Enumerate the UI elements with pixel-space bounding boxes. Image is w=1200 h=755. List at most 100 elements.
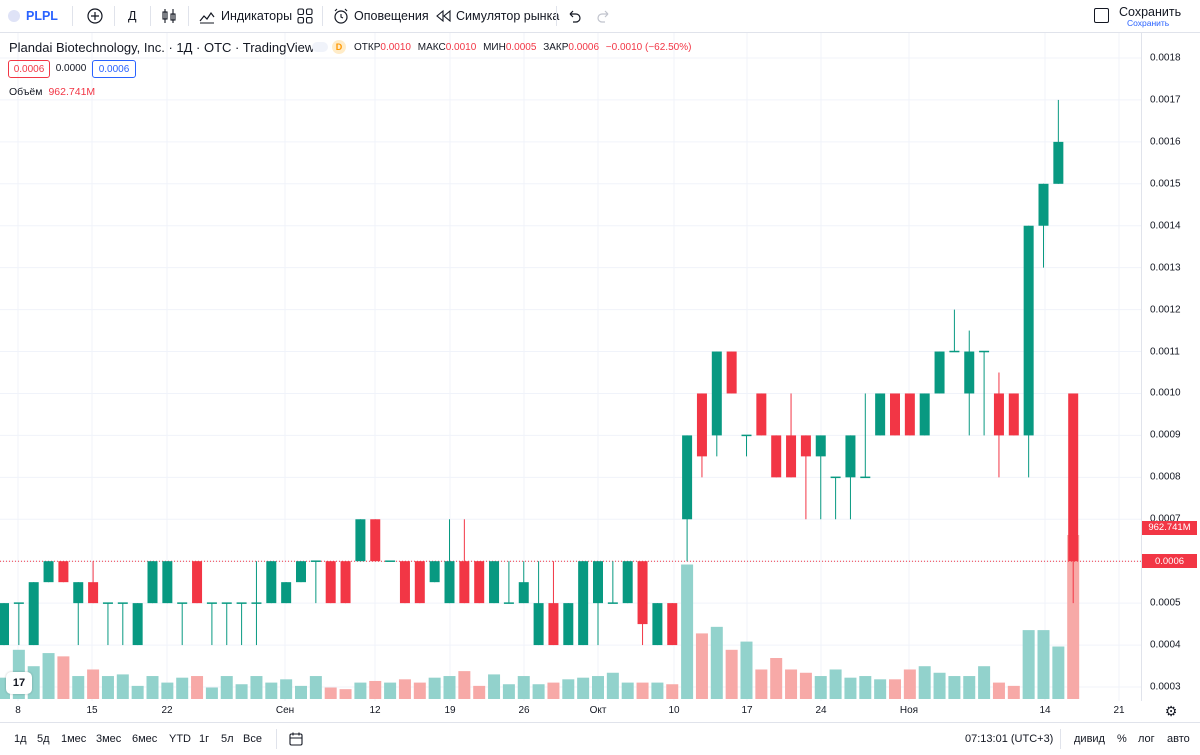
toolbar-divider (556, 6, 557, 26)
volume-bar (636, 682, 649, 699)
range-all[interactable]: Все (243, 733, 262, 745)
volume-bar (339, 689, 352, 699)
candle-body (741, 434, 752, 437)
save-sub-label: Сохранить (1127, 18, 1170, 28)
volume-bar (309, 676, 322, 699)
indicators-button[interactable]: Индикаторы (198, 0, 292, 32)
redo-button[interactable] (596, 0, 612, 32)
volume-bar (725, 649, 738, 699)
volume-label: Объём (9, 86, 43, 98)
volume-bar (458, 671, 471, 699)
volume-bar (0, 677, 10, 699)
alerts-button[interactable]: Оповещения (332, 0, 429, 32)
volume-bar (740, 641, 753, 699)
settings-gear-icon[interactable]: ⚙ (1164, 702, 1178, 719)
volume-bar (280, 679, 293, 699)
high-value: 0.0010 (445, 42, 477, 53)
dividends-toggle[interactable]: дивид (1074, 733, 1105, 745)
volume-bar (146, 676, 159, 699)
time-axis-label: Сен (275, 705, 295, 716)
volume-value: 962.741M (48, 86, 96, 98)
time-axis-label: 19 (444, 705, 456, 716)
price-scale-label: 0.0016 (1150, 136, 1181, 148)
volume-bar (799, 672, 812, 699)
clock-timezone[interactable]: 07:13:01 (UTC+3) (965, 733, 1054, 745)
candle-body (385, 560, 396, 562)
volume-bar (695, 633, 708, 699)
candle-body (296, 561, 306, 583)
symbol-logo-icon (8, 10, 20, 22)
candle-body (934, 351, 945, 394)
toolbar-divider (188, 6, 189, 26)
log-toggle[interactable]: лог (1138, 733, 1155, 745)
percent-toggle[interactable]: % (1117, 733, 1127, 745)
price-scale-label: 0.0018 (1150, 52, 1181, 64)
candle-body (1008, 393, 1019, 436)
range-5d[interactable]: 5д (37, 733, 50, 745)
range-ytd[interactable]: YTD (169, 733, 191, 745)
volume-bar (369, 680, 382, 699)
volume-bar (205, 687, 218, 699)
ohlc-values: ОТКР0.0010 МАКС0.0010 МИН0.0005 ЗАКР0.00… (354, 42, 695, 53)
candle-body (340, 561, 351, 604)
range-1m[interactable]: 1мес (61, 733, 87, 745)
candle-body (429, 561, 440, 583)
price-scale-label: 0.0015 (1150, 178, 1181, 190)
volume-bar (859, 676, 872, 699)
goto-date-button[interactable] (288, 723, 304, 755)
replay-button[interactable]: Симулятор рынка (434, 0, 559, 32)
volume-bar (116, 674, 129, 699)
toolbar-divider (322, 6, 323, 26)
sell-button[interactable]: 0.0006 (8, 60, 50, 78)
candle-body (88, 582, 99, 604)
time-axis-label: 10 (668, 705, 680, 716)
range-3m[interactable]: 3мес (96, 733, 122, 745)
volume-bar (562, 679, 575, 699)
auto-scale-toggle[interactable]: авто (1167, 733, 1190, 745)
undo-button[interactable] (566, 0, 582, 32)
candle-body (652, 603, 663, 646)
tradingview-logo[interactable]: 17 (6, 672, 32, 694)
candles-icon (162, 9, 176, 23)
candle-body (563, 603, 574, 646)
templates-button[interactable] (296, 0, 314, 32)
interval-button[interactable]: Д (128, 0, 136, 32)
candle-body (355, 519, 366, 562)
volume-bar (547, 682, 560, 699)
candle-body (904, 393, 915, 436)
candle-body (949, 350, 960, 353)
candle-body (548, 603, 559, 646)
symbol-search-button[interactable]: PLPL (8, 0, 58, 32)
price-scale-label: 0.0004 (1150, 639, 1181, 651)
candle-body (0, 603, 9, 646)
candle-body (533, 603, 544, 646)
volume-bar (889, 679, 901, 699)
candle-body (370, 519, 381, 562)
price-scale-label: 0.0011 (1150, 346, 1180, 358)
save-layout-button[interactable]: Сохранить Сохранить (1094, 4, 1198, 30)
range-5y[interactable]: 5л (221, 733, 234, 745)
time-axis[interactable]: 8 15 22 Сен 12 19 26 Окт 10 17 24 Ноя 14 21 (0, 702, 1141, 720)
candle-body (281, 582, 292, 604)
time-axis-label: 22 (161, 705, 173, 716)
candlestick-chart[interactable] (0, 33, 1141, 701)
compare-symbol-button[interactable] (86, 0, 104, 32)
volume-bar (651, 682, 664, 699)
visibility-eye-icon[interactable] (312, 42, 328, 52)
chart-type-button[interactable] (160, 0, 178, 32)
range-1d[interactable]: 1д (14, 733, 27, 745)
price-scale[interactable]: 0.0018 0.0017 0.0016 0.0015 0.0014 0.0013 0.00… (1142, 33, 1200, 701)
buy-button[interactable]: 0.0006 (92, 60, 136, 78)
chart-pane[interactable] (0, 33, 1142, 701)
indicators-label: Индикаторы (221, 9, 293, 23)
candle-body (206, 602, 217, 604)
volume-bar (443, 676, 456, 699)
candle-body (459, 561, 470, 604)
range-6m[interactable]: 6мес (132, 733, 158, 745)
range-1y[interactable]: 1г (199, 733, 210, 745)
volume-bar (428, 677, 441, 699)
chart-title[interactable]: Plandai Biotechnology, Inc. · 1Д · OTC ·… (9, 40, 315, 55)
volume-legend[interactable]: Объём 962.741M (9, 86, 95, 98)
price-scale-label: 0.0013 (1150, 262, 1181, 274)
candle-body (162, 561, 173, 604)
